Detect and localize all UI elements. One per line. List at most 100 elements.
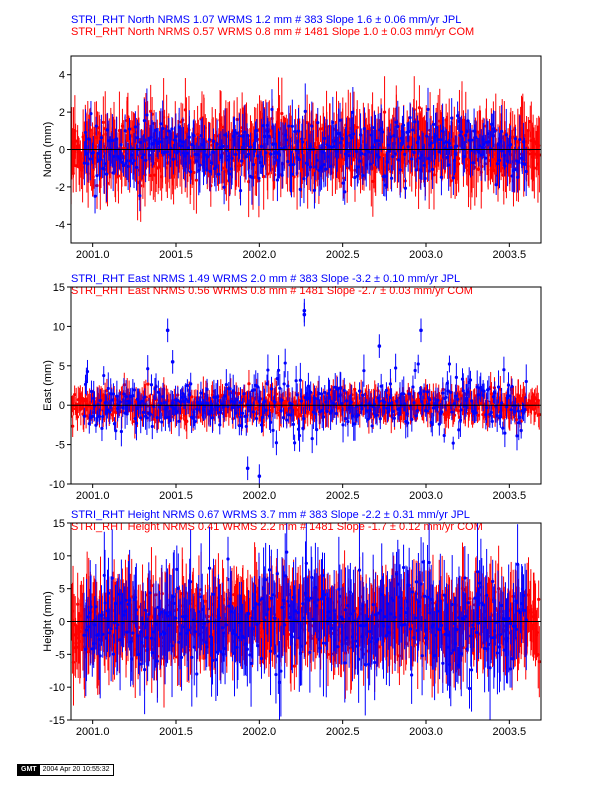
data-point [258, 397, 261, 400]
data-point [225, 383, 228, 386]
data-point [431, 168, 434, 171]
data-point [304, 110, 307, 113]
data-point [414, 369, 417, 372]
data-point [99, 399, 102, 402]
data-point [148, 154, 151, 157]
data-point [396, 125, 399, 128]
data-point [385, 389, 388, 392]
data-point [238, 164, 241, 167]
data-point [447, 163, 450, 166]
data-point [255, 129, 258, 132]
data-point [503, 431, 506, 434]
x-tick-label: 2003.5 [493, 490, 527, 502]
data-point [449, 391, 452, 394]
data-point [261, 165, 264, 168]
y-axis-label: East (mm) [42, 360, 54, 411]
data-point [206, 155, 209, 158]
data-point [278, 387, 281, 390]
data-point [391, 155, 394, 158]
data-point [358, 389, 361, 392]
data-point [139, 416, 142, 419]
data-point [514, 404, 517, 407]
panel-north: STRI_RHT North NRMS 1.07 WRMS 1.2 mm # 3… [42, 14, 541, 261]
data-point [440, 176, 443, 179]
data-point [406, 412, 409, 415]
data-point [122, 164, 125, 167]
data-point [128, 127, 131, 130]
data-point [407, 145, 410, 148]
data-point [496, 414, 499, 417]
title-jpl-north: STRI_RHT North NRMS 1.07 WRMS 1.2 mm # 3… [71, 14, 461, 26]
data-point [89, 112, 92, 115]
data-point [428, 398, 431, 401]
data-point [270, 387, 273, 390]
data-point [275, 441, 278, 444]
data-point [252, 410, 255, 413]
y-tick-label: 15 [53, 282, 65, 294]
data-point [247, 382, 250, 385]
data-point [160, 420, 163, 423]
data-point [238, 135, 241, 138]
data-point [412, 401, 415, 404]
data-point [280, 399, 283, 402]
data-point [257, 177, 260, 180]
data-point [241, 412, 244, 415]
data-point [142, 153, 145, 156]
data-point [456, 398, 459, 401]
data-point [389, 382, 392, 385]
data-point [101, 415, 104, 418]
data-point [93, 195, 96, 198]
data-point [403, 153, 406, 156]
data-point [417, 362, 420, 365]
data-point [159, 402, 162, 405]
data-point [105, 173, 108, 176]
data-point [496, 162, 499, 165]
data-point [156, 416, 159, 419]
data-point [328, 388, 331, 391]
y-tick-label: -10 [49, 479, 65, 491]
data-point [71, 425, 74, 428]
data-point [350, 401, 353, 404]
data-point [98, 415, 101, 418]
data-point [356, 165, 359, 168]
data-point [260, 145, 263, 148]
data-point [111, 139, 114, 142]
data-point [409, 404, 412, 407]
data-point [444, 396, 447, 399]
data-point [293, 441, 296, 444]
data-point [435, 126, 438, 129]
data-point [189, 382, 192, 385]
data-point [343, 190, 346, 193]
data-point [525, 380, 528, 383]
data-point [192, 134, 195, 137]
data-point [449, 146, 452, 149]
data-point [138, 194, 141, 197]
data-point [282, 416, 285, 419]
data-point [230, 157, 233, 160]
data-point [302, 417, 305, 420]
data-point [192, 171, 195, 174]
data-point [150, 383, 153, 386]
outlier-point [378, 344, 382, 348]
data-east [69, 299, 540, 488]
data-point [457, 157, 460, 160]
y-tick-label: -4 [55, 219, 65, 231]
data-point [418, 106, 421, 109]
data-point [277, 369, 280, 372]
data-point [490, 411, 493, 414]
title-com-north: STRI_RHT North NRMS 0.57 WRMS 0.8 mm # 1… [71, 26, 474, 38]
data-point [325, 410, 328, 413]
x-tick-label: 2002.0 [243, 490, 277, 502]
data-point [127, 165, 130, 168]
data-point [124, 395, 127, 398]
data-point [72, 661, 75, 664]
data-point [301, 140, 304, 143]
data-point [422, 390, 425, 393]
data-point [300, 400, 303, 403]
data-point [283, 382, 286, 385]
data-point [313, 189, 316, 192]
data-point [460, 130, 463, 133]
data-point [122, 392, 125, 395]
data-point [247, 153, 250, 156]
data-point [295, 379, 298, 382]
